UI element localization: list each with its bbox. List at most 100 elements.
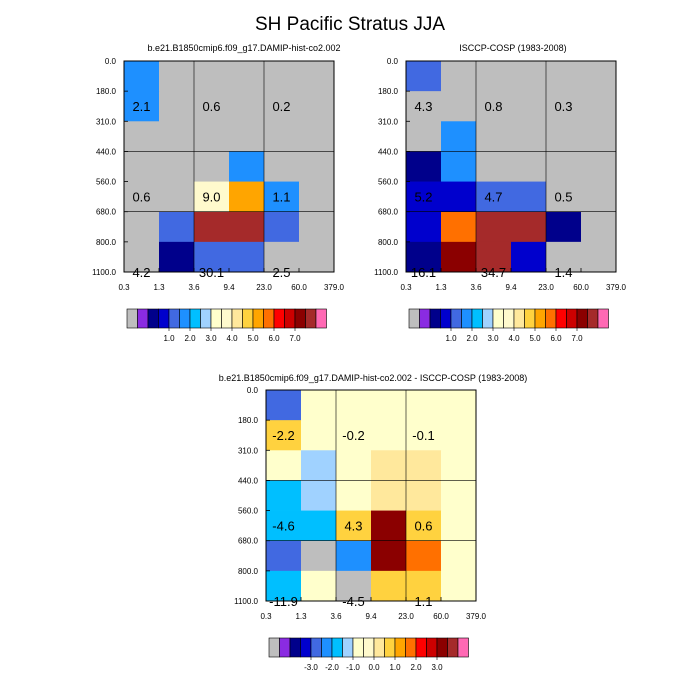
colorbar-label: 6.0: [550, 334, 562, 343]
heatmap-cell: [371, 420, 407, 451]
colorbar-swatch: [315, 308, 327, 329]
colorbar-label: 0.0: [368, 663, 380, 672]
colorbar-swatch: [179, 308, 191, 329]
heatmap-cell: [264, 121, 300, 152]
x-tick-label: 0.3: [118, 283, 130, 292]
heatmap-cell: [301, 450, 337, 481]
y-tick-label: 0.0: [247, 386, 259, 395]
colorbar-swatch: [294, 308, 306, 329]
heatmap-cell: [476, 241, 512, 273]
heatmap-cell: [371, 480, 407, 511]
heatmap-cell: [441, 390, 477, 421]
x-tick-label: 3.6: [188, 283, 200, 292]
heatmap-cell: [336, 450, 372, 481]
heatmap-cell: [406, 121, 442, 152]
heatmap-cell: [124, 121, 160, 152]
heatmap-cell: [441, 241, 477, 273]
value-label: 1.1: [414, 594, 432, 609]
colorbar-swatch: [447, 637, 459, 658]
heatmap-cell: [194, 151, 230, 182]
y-tick-label: 800.0: [378, 238, 399, 247]
colorbar-swatch: [597, 308, 609, 329]
colorbar-swatch: [405, 637, 417, 658]
heatmap-cell: [301, 540, 337, 572]
x-tick-label: 23.0: [538, 283, 554, 292]
x-tick-label: 1.3: [153, 283, 165, 292]
heatmap-cell: [406, 450, 442, 481]
colorbar-swatch: [461, 308, 473, 329]
y-tick-label: 0.0: [387, 57, 399, 66]
y-tick-label: 800.0: [238, 567, 259, 576]
heatmap-cell: [299, 241, 335, 273]
colorbar-swatch: [587, 308, 599, 329]
value-label: 0.6: [132, 190, 150, 205]
heatmap-cell: [406, 420, 442, 451]
value-label: 0.3: [554, 99, 572, 114]
heatmap-cell: [511, 211, 547, 243]
value-label: 2.5: [272, 265, 290, 280]
y-tick-label: 560.0: [378, 178, 399, 187]
heatmap-cell: [229, 91, 265, 122]
colorbar-swatch: [503, 308, 515, 329]
heatmap-cell: [406, 570, 442, 602]
value-label: 1.4: [554, 265, 572, 280]
colorbar-swatch: [457, 637, 469, 658]
heatmap-cell: [581, 211, 617, 243]
panel-observation: ISCCP-COSP (1983-2008) 0.0 180.0 310.0 440.…: [374, 43, 626, 343]
colorbar-label: 1.0: [163, 334, 175, 343]
x-tick-label: 60.0: [291, 283, 307, 292]
colorbar-label: 2.0: [410, 663, 422, 672]
heatmap-cell: [229, 121, 265, 152]
colorbar-label: 5.0: [529, 334, 541, 343]
x-tick-label: 1.3: [295, 612, 307, 621]
colorbar-label: 2.0: [184, 334, 196, 343]
value-label: 4.2: [132, 265, 150, 280]
heatmap-cell: [511, 91, 547, 122]
colorbar-label: -2.0: [325, 663, 339, 672]
colorbar-label: 3.0: [431, 663, 443, 672]
colorbar-swatch: [471, 308, 483, 329]
colorbar-swatch: [252, 308, 264, 329]
x-tick-label: 9.4: [505, 283, 517, 292]
y-tick-label: 680.0: [378, 208, 399, 217]
heatmap-cell: [194, 211, 230, 243]
x-tick-label: 3.6: [470, 283, 482, 292]
colorbar-label: -1.0: [346, 663, 360, 672]
heatmap-cell: [266, 540, 302, 572]
heatmap-cell: [266, 510, 302, 542]
heatmap-cell: [194, 121, 230, 152]
colorbar-swatch: [126, 308, 138, 329]
heatmap-cell: [371, 510, 407, 542]
colorbar-label: 7.0: [289, 334, 301, 343]
colorbar-swatch: [273, 308, 285, 329]
heatmap-cell: [441, 570, 477, 602]
heatmap-cell: [159, 91, 195, 122]
heatmap-cell: [546, 241, 582, 273]
colorbar-swatch: [310, 637, 322, 658]
heatmap-cell: [441, 61, 477, 92]
heatmap-cell: [441, 480, 477, 511]
x-tick-label: 9.4: [365, 612, 377, 621]
value-label: 4.7: [484, 190, 502, 205]
heatmap-cell: [266, 390, 302, 421]
y-tick-label: 180.0: [238, 416, 259, 425]
y-tick-label: 180.0: [96, 87, 117, 96]
heatmap-cell: [264, 91, 300, 122]
heatmap-cell: [476, 181, 512, 213]
colorbar-swatch: [513, 308, 525, 329]
heatmap-cell: [441, 450, 477, 481]
heatmap-cell: [124, 151, 160, 182]
y-tick-label: 1100.0: [234, 597, 258, 606]
value-label: 9.0: [202, 190, 220, 205]
heatmap-cell: [581, 151, 617, 182]
panel-title: b.e21.B1850cmip6.f09_g17.DAMIP-hist-co2.…: [219, 373, 528, 383]
colorbar-label: 4.0: [508, 334, 520, 343]
heatmap-cell: [371, 570, 407, 602]
heatmap-cell: [264, 151, 300, 182]
figure-title: SH Pacific Stratus JJA: [255, 14, 445, 35]
colorbar-swatch: [147, 308, 159, 329]
heatmap-cell: [264, 181, 300, 213]
heatmap-cell: [229, 181, 265, 213]
heatmap-cell: [336, 390, 372, 421]
